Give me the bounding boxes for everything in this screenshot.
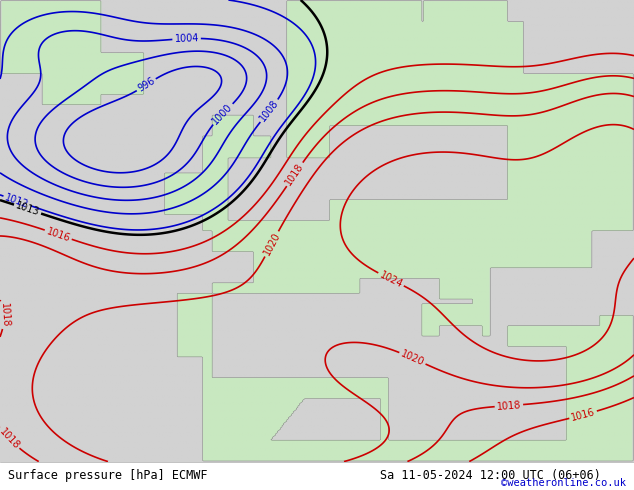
Text: 1016: 1016 [570,407,596,423]
Text: ©weatheronline.co.uk: ©weatheronline.co.uk [501,478,626,488]
Text: 1004: 1004 [174,33,199,44]
Text: 1008: 1008 [258,98,281,123]
Text: 1024: 1024 [378,270,404,290]
Text: 1018: 1018 [0,426,21,451]
Text: Sa 11-05-2024 12:00 UTC (06+06): Sa 11-05-2024 12:00 UTC (06+06) [380,469,601,482]
Text: 1020: 1020 [261,231,282,257]
Text: 1020: 1020 [399,348,426,368]
Text: 996: 996 [136,75,157,94]
Text: 1013: 1013 [15,200,41,218]
Text: 1000: 1000 [210,101,235,126]
Text: Surface pressure [hPa] ECMWF: Surface pressure [hPa] ECMWF [8,469,207,482]
Text: 1012: 1012 [4,192,30,210]
Text: 1018: 1018 [283,161,306,187]
Text: 1016: 1016 [45,226,72,244]
Text: 1018: 1018 [496,400,522,412]
Text: 1018: 1018 [0,302,10,327]
